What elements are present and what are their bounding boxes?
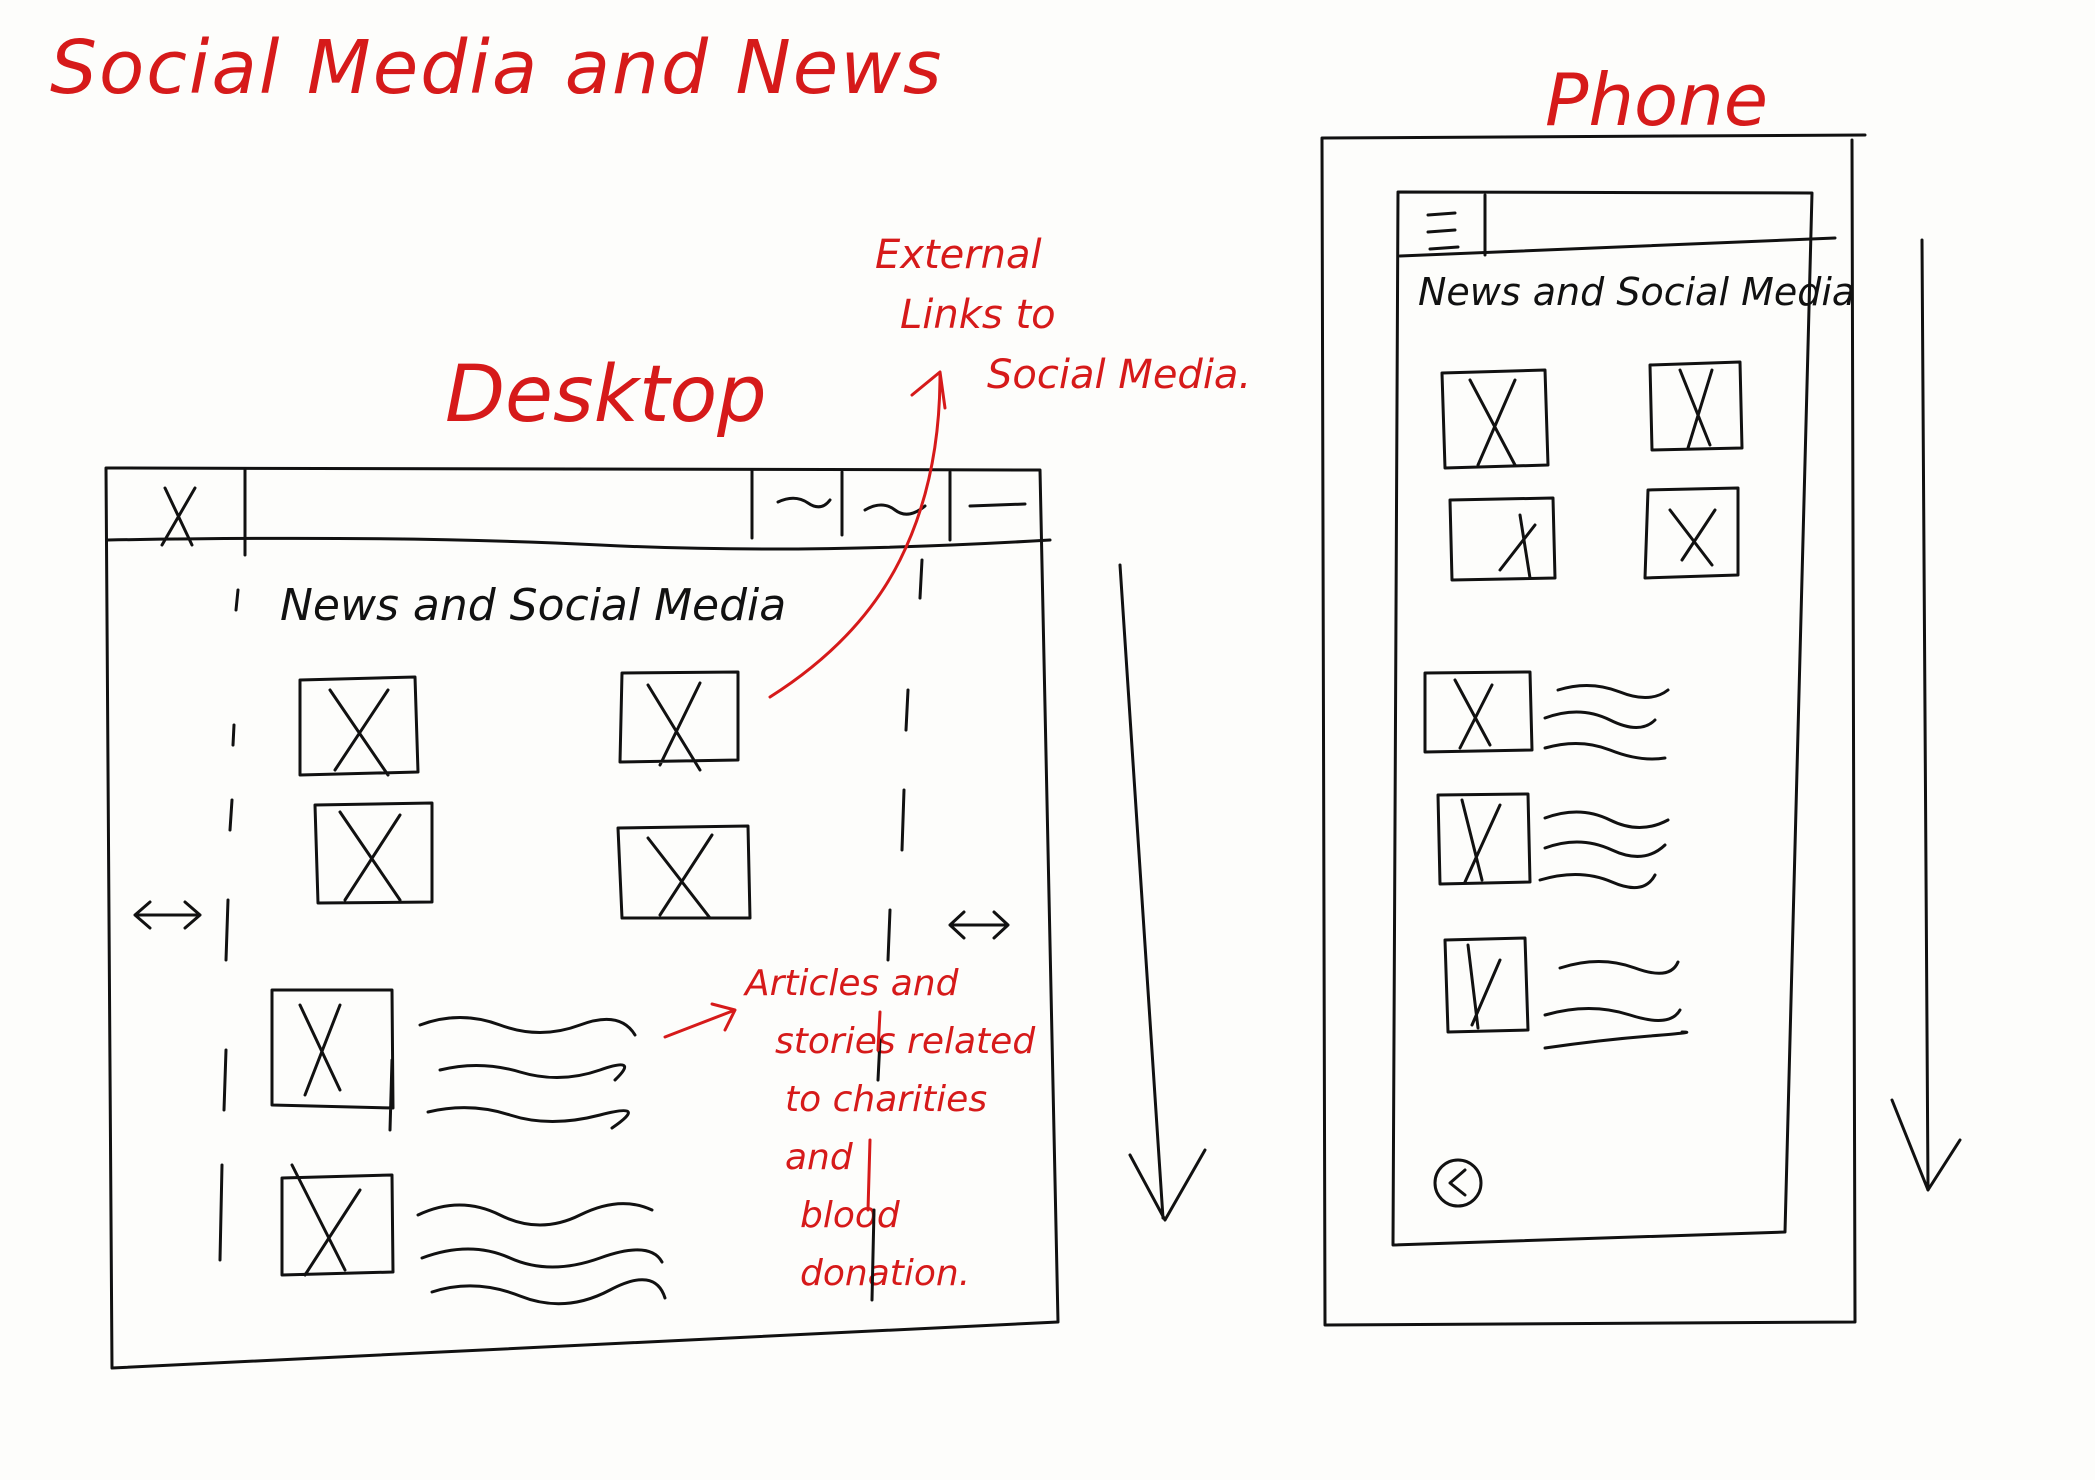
article-text-lines	[1543, 683, 1670, 761]
nav-link-3[interactable]	[968, 502, 1027, 508]
annotation-divider	[866, 1010, 882, 1212]
article-thumbnail-icon	[270, 988, 395, 1132]
phone-screen	[1391, 190, 1814, 1247]
article-text-lines	[1543, 960, 1689, 1050]
image-placeholder-icon	[616, 824, 752, 920]
desktop-frame	[104, 466, 1060, 1370]
articles-annotation: Articles and stories related to charitie…	[745, 955, 1065, 1303]
menu-icon[interactable]	[1426, 211, 1460, 251]
phone-label: Phone	[1545, 58, 1769, 142]
phone-page-heading: News and Social Media	[1418, 270, 1856, 314]
article-text-lines	[1538, 810, 1670, 890]
article-text-lines	[418, 1016, 637, 1130]
image-placeholder-icon	[618, 670, 740, 772]
close-icon[interactable]	[160, 486, 197, 547]
scroll-down-arrow-icon	[1118, 563, 1207, 1222]
image-placeholder-icon	[1448, 496, 1557, 582]
article-thumbnail-icon	[1443, 936, 1530, 1034]
image-placeholder-icon	[1648, 360, 1744, 452]
external-links-arrow-icon	[768, 370, 947, 699]
annotation-line: Links to	[900, 292, 1056, 338]
phone-header-bar	[1398, 193, 1837, 258]
article-text-lines	[416, 1202, 667, 1306]
desktop-page-heading: News and Social Media	[280, 580, 787, 631]
horizontal-arrow-right-icon	[948, 910, 1010, 940]
articles-arrow-icon	[663, 1002, 737, 1039]
phone-frame	[1320, 133, 1867, 1327]
image-placeholder-icon	[1643, 486, 1740, 580]
page-title: Social Media and News	[50, 25, 944, 111]
article-thumbnail-icon	[1436, 792, 1532, 886]
annotation-line: stories related	[775, 1021, 1036, 1062]
annotation-line: to charities and	[785, 1079, 988, 1178]
article-thumbnail-icon	[280, 1163, 395, 1277]
annotation-line: blood donation.	[800, 1195, 971, 1294]
horizontal-arrow-left-icon	[133, 900, 202, 930]
article-thumbnail-icon	[1423, 670, 1534, 754]
external-links-annotation: External Links to Social Media.	[875, 225, 1295, 405]
desktop-label: Desktop	[445, 350, 767, 440]
scroll-down-arrow-icon	[1890, 238, 1962, 1192]
back-button[interactable]	[1433, 1158, 1483, 1208]
nav-link-2[interactable]	[863, 503, 927, 516]
column-guide-left	[218, 588, 240, 1262]
image-placeholder-icon	[298, 675, 420, 777]
image-placeholder-icon	[313, 801, 434, 905]
annotation-line: Articles and	[745, 963, 959, 1004]
image-placeholder-icon	[1440, 368, 1550, 470]
annotation-line: Social Media.	[987, 352, 1252, 398]
nav-link-1[interactable]	[776, 496, 832, 509]
annotation-arrows	[663, 370, 947, 1212]
column-guide-right	[870, 558, 924, 1302]
desktop-header-bar	[106, 468, 1052, 557]
annotation-line: External	[875, 232, 1042, 278]
